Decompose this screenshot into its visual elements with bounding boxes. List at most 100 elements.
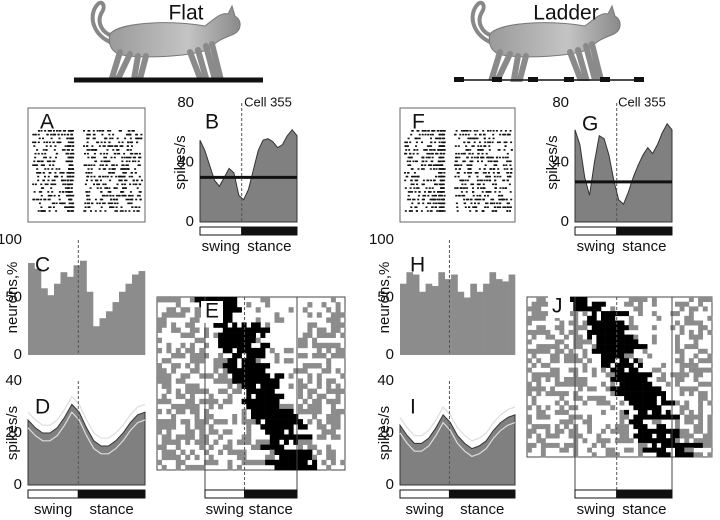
heat-cell [536, 377, 541, 382]
heat-cell [331, 455, 336, 460]
spike [408, 191, 410, 193]
heat-cell [275, 409, 280, 414]
spike [498, 199, 500, 201]
spike [89, 134, 91, 136]
spike [137, 187, 139, 189]
heat-cell [707, 424, 712, 429]
heat-cell [629, 344, 634, 349]
heat-cell [331, 353, 336, 358]
heat-cell [284, 440, 289, 445]
heat-cell [652, 401, 657, 406]
heat-cell [647, 396, 652, 401]
heat-cell [555, 344, 560, 349]
heat-cell [228, 343, 233, 348]
heat-cell [279, 409, 284, 414]
heat-cell [307, 378, 312, 383]
spike [134, 161, 136, 163]
spike [51, 191, 53, 193]
spike [104, 145, 106, 147]
heat-cell [652, 410, 657, 415]
heat-cell [340, 353, 345, 358]
heat-cell [564, 391, 569, 396]
panel-letter: F [412, 111, 425, 134]
heat-cell [638, 297, 643, 302]
spike [121, 206, 123, 208]
heat-cell [312, 414, 317, 419]
heat-cell [171, 297, 176, 302]
spike [455, 195, 457, 197]
heat-cell [326, 363, 331, 368]
spike [511, 149, 513, 151]
heat-cell [689, 335, 694, 340]
spike [94, 138, 96, 140]
heat-cell [606, 358, 611, 363]
spike [507, 206, 509, 208]
heat-cell [176, 394, 181, 399]
heat-cell [270, 394, 275, 399]
heat-cell [559, 391, 564, 396]
heat-cell [336, 409, 341, 414]
heat-cell [340, 333, 345, 338]
heat-cell [326, 465, 331, 470]
heat-cell [620, 419, 625, 424]
heat-cell [587, 419, 592, 424]
heat-cell [246, 434, 251, 439]
heat-cell [331, 328, 336, 333]
heat-cell [550, 358, 555, 363]
heat-cell [265, 424, 270, 429]
spike [417, 199, 419, 201]
heat-cell [157, 297, 162, 302]
spike [67, 210, 69, 212]
heat-cell [293, 440, 298, 445]
spike [459, 134, 461, 136]
heat-cell [157, 424, 162, 429]
spike [136, 180, 138, 182]
spike [510, 130, 512, 132]
heat-cell [223, 343, 228, 348]
heat-cell [232, 414, 237, 419]
phase-label: swing [206, 501, 244, 518]
spike [68, 187, 70, 189]
heat-cell [680, 363, 685, 368]
spike [491, 203, 493, 205]
heat-cell [698, 401, 703, 406]
heat-cell [689, 344, 694, 349]
heat-cell [307, 465, 312, 470]
spike [405, 187, 407, 189]
heat-cell [573, 405, 578, 410]
heat-cell [270, 429, 275, 434]
heat-cell [629, 391, 634, 396]
heat-cell [251, 368, 256, 373]
spike [457, 210, 459, 212]
heat-cell [684, 401, 689, 406]
heat-cell [541, 297, 546, 302]
spike [510, 142, 512, 144]
spike [138, 210, 140, 212]
heat-cell [601, 311, 606, 316]
heat-cell [620, 438, 625, 443]
heat-cell [195, 297, 200, 302]
heat-cell [620, 339, 625, 344]
heat-cell [569, 429, 574, 434]
heat-cell [293, 419, 298, 424]
spike [100, 164, 102, 166]
heat-cell [166, 440, 171, 445]
heat-cell [298, 378, 303, 383]
spike [405, 149, 407, 151]
heat-cell [698, 452, 703, 457]
spike [110, 195, 112, 197]
spike [427, 210, 429, 212]
spike [87, 142, 89, 144]
spike [432, 134, 434, 136]
heat-cell [279, 450, 284, 455]
heat-cell [331, 399, 336, 404]
spike [506, 161, 508, 163]
spike [435, 164, 437, 166]
spike [54, 172, 56, 174]
heat-cell [684, 415, 689, 420]
heat-cell [587, 386, 592, 391]
heat-cell [246, 384, 251, 389]
heat-cell [587, 415, 592, 420]
spike [454, 187, 456, 189]
heat-cell [331, 424, 336, 429]
